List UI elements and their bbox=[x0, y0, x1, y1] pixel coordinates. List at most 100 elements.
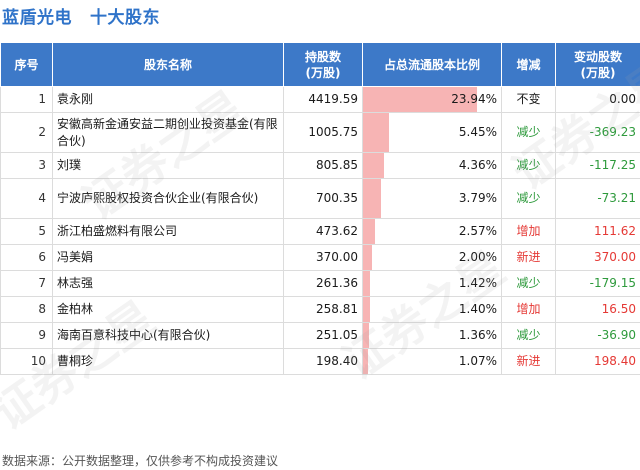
data-source-note: 数据来源：公开数据整理，仅供参考不构成投资建议 bbox=[2, 454, 279, 468]
ratio-value: 3.79% bbox=[458, 191, 497, 205]
ratio-bar bbox=[363, 153, 384, 178]
row-index: 3 bbox=[0, 152, 53, 179]
row-index: 5 bbox=[0, 218, 53, 245]
share-delta: 16.50 bbox=[555, 296, 640, 323]
col-header-index: 序号 bbox=[0, 42, 53, 87]
change-status: 减少 bbox=[501, 270, 556, 297]
ratio-cell: 1.07% bbox=[362, 348, 502, 375]
change-status: 增加 bbox=[501, 218, 556, 245]
ratio-cell: 23.94% bbox=[362, 86, 502, 113]
table-row: 3 刘璞 805.85 4.36% 减少 -117.25 bbox=[0, 152, 640, 179]
shares-held: 261.36 bbox=[283, 270, 363, 297]
ratio-value: 1.36% bbox=[458, 328, 497, 342]
ratio-bar bbox=[363, 113, 389, 152]
ratio-bar bbox=[363, 179, 381, 218]
shareholder-name: 金柏林 bbox=[52, 296, 284, 323]
table-row: 8 金柏林 258.81 1.40% 增加 16.50 bbox=[0, 296, 640, 323]
shares-held: 700.35 bbox=[283, 178, 363, 219]
row-index: 1 bbox=[0, 86, 53, 113]
table-row: 1 袁永刚 4419.59 23.94% 不变 0.00 bbox=[0, 86, 640, 113]
ratio-bar bbox=[363, 297, 370, 322]
shares-held: 805.85 bbox=[283, 152, 363, 179]
ratio-cell: 1.36% bbox=[362, 322, 502, 349]
ratio-value: 1.42% bbox=[458, 276, 497, 290]
title-bar: 蓝盾光电 十大股东 bbox=[0, 0, 640, 30]
ratio-value: 2.00% bbox=[458, 250, 497, 264]
row-index: 7 bbox=[0, 270, 53, 297]
shareholder-name: 刘璞 bbox=[52, 152, 284, 179]
ratio-bar bbox=[363, 271, 370, 296]
ratio-cell: 2.57% bbox=[362, 218, 502, 245]
row-index: 8 bbox=[0, 296, 53, 323]
ratio-bar bbox=[363, 87, 477, 112]
ratio-bar bbox=[363, 219, 376, 244]
shares-held: 258.81 bbox=[283, 296, 363, 323]
shareholder-name: 海南百意科技中心(有限合伙) bbox=[52, 322, 284, 349]
col-header-change: 增减 bbox=[501, 42, 556, 87]
col-header-name: 股东名称 bbox=[52, 42, 284, 87]
table-row: 5 浙江柏盛燃料有限公司 473.62 2.57% 增加 111.62 bbox=[0, 218, 640, 245]
ratio-value: 5.45% bbox=[458, 125, 497, 139]
share-delta: -117.25 bbox=[555, 152, 640, 179]
shareholder-name: 宁波庐熙股权投资合伙企业(有限合伙) bbox=[52, 178, 284, 219]
shareholder-name: 安徽高新金通安益二期创业投资基金(有限合伙) bbox=[52, 112, 284, 153]
table-row: 7 林志强 261.36 1.42% 减少 -179.15 bbox=[0, 270, 640, 297]
share-delta: 198.40 bbox=[555, 348, 640, 375]
shares-held: 198.40 bbox=[283, 348, 363, 375]
table-row: 2 安徽高新金通安益二期创业投资基金(有限合伙) 1005.75 5.45% 减少 -36… bbox=[0, 112, 640, 153]
ratio-value: 23.94% bbox=[451, 92, 497, 106]
ratio-cell: 3.79% bbox=[362, 178, 502, 219]
share-delta: -369.23 bbox=[555, 112, 640, 153]
company-name: 蓝盾光电 bbox=[2, 7, 72, 28]
table-row: 6 冯美娟 370.00 2.00% 新进 370.00 bbox=[0, 244, 640, 271]
page-title: 十大股东 bbox=[90, 7, 160, 28]
shares-held: 1005.75 bbox=[283, 112, 363, 153]
table-header-row: 序号 股东名称 持股数 (万股) 占总流通股本比例 增减 变动股数 (万股) bbox=[0, 42, 640, 87]
row-index: 6 bbox=[0, 244, 53, 271]
ratio-cell: 1.40% bbox=[362, 296, 502, 323]
col-header-shares: 持股数 (万股) bbox=[283, 42, 363, 87]
shareholder-name: 浙江柏盛燃料有限公司 bbox=[52, 218, 284, 245]
table-row: 9 海南百意科技中心(有限合伙) 251.05 1.36% 减少 -36.90 bbox=[0, 322, 640, 349]
ratio-bar bbox=[363, 323, 370, 348]
ratio-value: 4.36% bbox=[458, 158, 497, 172]
table-row: 4 宁波庐熙股权投资合伙企业(有限合伙) 700.35 3.79% 减少 -73.21 bbox=[0, 178, 640, 219]
ratio-value: 2.57% bbox=[458, 224, 497, 238]
shares-held: 473.62 bbox=[283, 218, 363, 245]
change-status: 减少 bbox=[501, 112, 556, 153]
row-index: 10 bbox=[0, 348, 53, 375]
shares-held: 4419.59 bbox=[283, 86, 363, 113]
row-index: 2 bbox=[0, 112, 53, 153]
share-delta: -36.90 bbox=[555, 322, 640, 349]
change-status: 新进 bbox=[501, 244, 556, 271]
col-header-ratio: 占总流通股本比例 bbox=[362, 42, 502, 87]
change-status: 增加 bbox=[501, 296, 556, 323]
ratio-cell: 2.00% bbox=[362, 244, 502, 271]
change-status: 减少 bbox=[501, 178, 556, 219]
shares-held: 370.00 bbox=[283, 244, 363, 271]
row-index: 4 bbox=[0, 178, 53, 219]
ratio-value: 1.40% bbox=[458, 302, 497, 316]
change-status: 减少 bbox=[501, 152, 556, 179]
shareholder-name: 林志强 bbox=[52, 270, 284, 297]
change-status: 新进 bbox=[501, 348, 556, 375]
row-index: 9 bbox=[0, 322, 53, 349]
change-status: 不变 bbox=[501, 86, 556, 113]
shareholder-name: 曹桐珍 bbox=[52, 348, 284, 375]
ratio-cell: 4.36% bbox=[362, 152, 502, 179]
share-delta: 111.62 bbox=[555, 218, 640, 245]
share-delta: -179.15 bbox=[555, 270, 640, 297]
shareholder-table: 序号 股东名称 持股数 (万股) 占总流通股本比例 增减 变动股数 (万股) 1… bbox=[0, 42, 640, 375]
ratio-bar bbox=[363, 349, 369, 374]
ratio-bar bbox=[363, 245, 373, 270]
ratio-cell: 5.45% bbox=[362, 112, 502, 153]
ratio-cell: 1.42% bbox=[362, 270, 502, 297]
table-row: 10 曹桐珍 198.40 1.07% 新进 198.40 bbox=[0, 348, 640, 375]
shares-held: 251.05 bbox=[283, 322, 363, 349]
share-delta: 370.00 bbox=[555, 244, 640, 271]
shareholder-name: 袁永刚 bbox=[52, 86, 284, 113]
col-header-delta: 变动股数 (万股) bbox=[555, 42, 640, 87]
ratio-value: 1.07% bbox=[458, 354, 497, 368]
share-delta: 0.00 bbox=[555, 86, 640, 113]
share-delta: -73.21 bbox=[555, 178, 640, 219]
